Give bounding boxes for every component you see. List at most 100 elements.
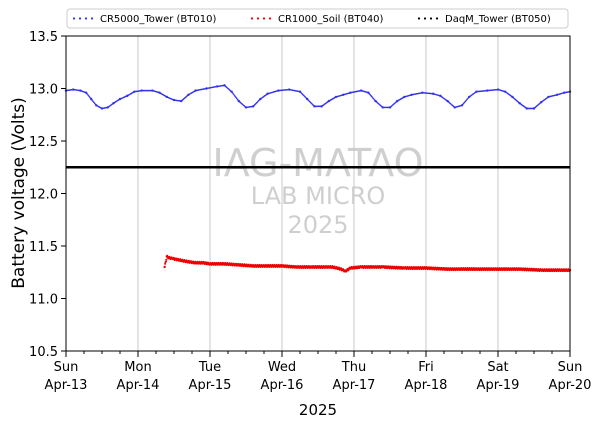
data-point-interp xyxy=(232,93,235,95)
data-point-interp xyxy=(421,91,423,94)
data-point-interp xyxy=(234,95,236,97)
legend-marker xyxy=(250,17,254,20)
data-point-interp xyxy=(194,260,197,263)
data-point-interp xyxy=(306,97,308,100)
watermark: IAG-MATAO LAB MICRO 2025 xyxy=(212,141,423,239)
x-tick-label-day: Sun xyxy=(54,360,79,375)
legend-marker xyxy=(262,17,266,20)
data-point-interp xyxy=(439,94,441,97)
data-point-interp xyxy=(431,92,434,95)
data-point-interp xyxy=(92,101,95,104)
legend-label: DaqM_Tower (BT050) xyxy=(445,14,551,25)
x-tick-label-date: Apr-13 xyxy=(45,378,88,393)
data-point-interp xyxy=(468,96,470,99)
legend-marker xyxy=(268,17,272,20)
legend-marker xyxy=(423,17,427,20)
data-point-interp xyxy=(87,94,89,96)
data-point-interp xyxy=(504,90,506,93)
x-tick-label-date: Apr-15 xyxy=(189,378,232,393)
data-point-interp xyxy=(205,87,207,90)
data-point-interp xyxy=(180,100,182,102)
data-point-interp xyxy=(233,94,235,96)
data-point-interp xyxy=(252,105,254,108)
data-point-interp xyxy=(237,99,240,102)
data-point-interp xyxy=(112,102,114,105)
data-point-interp xyxy=(367,91,369,94)
data-point-interp xyxy=(91,99,93,101)
x-tick-label-date: Apr-16 xyxy=(261,378,304,393)
data-point-interp xyxy=(230,90,233,93)
x-tick-label-day: Tue xyxy=(198,360,221,375)
data-point-interp xyxy=(388,106,391,109)
data-point-interp xyxy=(231,91,234,94)
series-1 xyxy=(64,84,572,110)
y-tick-label: 11.0 xyxy=(29,293,58,308)
data-point-interp xyxy=(151,89,153,92)
x-tick-label-date: Apr-14 xyxy=(117,378,160,393)
watermark-line-2: LAB MICRO xyxy=(251,182,386,210)
x-tick-label-date: Apr-20 xyxy=(549,378,592,393)
data-point-interp xyxy=(424,268,427,271)
data-point-interp xyxy=(298,90,301,93)
y-tick-label: 13.0 xyxy=(29,83,58,98)
data-point-interp xyxy=(87,95,90,97)
data-point xyxy=(163,265,166,269)
data-point-interp xyxy=(84,91,87,94)
data-point-interp xyxy=(532,107,535,110)
x-tick-label-day: Wed xyxy=(268,360,296,375)
data-point-interp xyxy=(347,268,350,271)
legend-marker xyxy=(84,17,88,20)
y-axis-label: Battery voltage (Volts) xyxy=(9,97,29,288)
data-point-interp xyxy=(374,99,377,102)
data-point-interp xyxy=(106,106,108,109)
x-axis: Sun Apr-13 Mon Apr-14 Tue Apr-15 Wed Apr-16 Thu A… xyxy=(45,351,592,393)
data-point-interp xyxy=(164,262,167,265)
y-tick-label: 11.5 xyxy=(29,240,58,255)
data-point-interp xyxy=(259,98,261,101)
y-tick-label: 12.5 xyxy=(29,135,58,150)
data-point-interp xyxy=(518,102,521,104)
data-point-interp xyxy=(165,258,168,261)
data-point-interp xyxy=(511,95,513,98)
data-point-interp xyxy=(235,96,237,99)
watermark-line-3: 2025 xyxy=(287,211,348,239)
data-point-interp xyxy=(446,100,449,102)
data-point-interp xyxy=(86,92,88,95)
data-point-interp xyxy=(359,89,362,92)
data-point-interp xyxy=(396,100,398,103)
data-point-interp xyxy=(496,267,499,270)
watermark-line-1: IAG-MATAO xyxy=(212,141,423,185)
data-point-interp xyxy=(496,88,499,91)
legend-marker xyxy=(429,17,433,20)
data-point-interp xyxy=(235,97,238,100)
series-3 xyxy=(165,166,168,169)
data-point-interp xyxy=(345,269,348,272)
series-layer xyxy=(64,84,572,273)
x-tick-label-day: Thu xyxy=(341,360,366,375)
data-point-interp xyxy=(181,258,184,261)
data-point-interp xyxy=(140,89,143,92)
data-point-interp xyxy=(187,94,189,96)
legend-marker xyxy=(78,17,82,20)
data-point-interp xyxy=(485,89,488,92)
data-point-interp xyxy=(100,107,103,109)
data-point-interp xyxy=(118,98,121,101)
data-point-interp xyxy=(540,101,542,104)
x-tick-label-day: Mon xyxy=(124,360,151,375)
legend: CR5000_Tower (BT010) CR1000_Soil (BT040) D… xyxy=(66,8,569,29)
legend-marker xyxy=(417,17,421,20)
data-point-interp xyxy=(327,100,330,103)
x-tick-label-date: Apr-19 xyxy=(477,378,520,393)
x-tick-label-date: Apr-17 xyxy=(333,378,376,393)
data-point-interp xyxy=(277,89,279,92)
x-tick-label-day: Sun xyxy=(558,360,583,375)
data-point xyxy=(165,166,168,169)
data-point-interp xyxy=(244,106,247,108)
y-tick-label: 12.0 xyxy=(29,188,58,203)
y-axis: 10.5 11.0 11.5 12.0 12.5 13.0 13.5 xyxy=(29,30,66,360)
data-point-interp xyxy=(94,103,97,106)
data-point-interp xyxy=(460,104,463,107)
